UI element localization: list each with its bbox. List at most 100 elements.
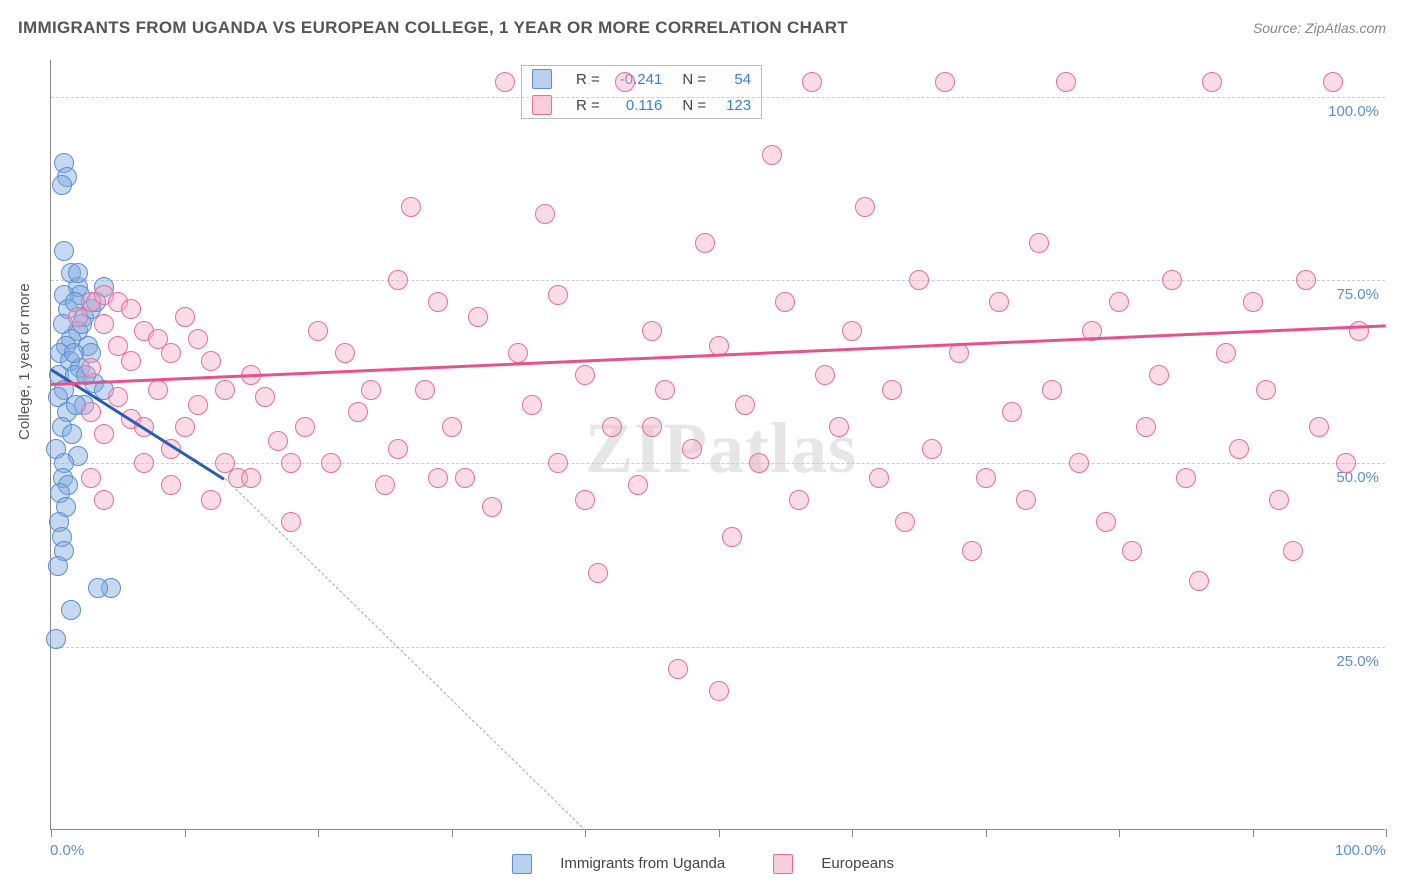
y-axis-title: College, 1 year or more	[16, 283, 33, 440]
chart-title: IMMIGRANTS FROM UGANDA VS EUROPEAN COLLE…	[18, 18, 848, 38]
data-point	[548, 285, 568, 305]
legend-label: Europeans	[821, 855, 894, 872]
data-point	[48, 556, 68, 576]
data-point	[789, 490, 809, 510]
data-point	[1243, 292, 1263, 312]
data-point	[188, 395, 208, 415]
data-point	[1176, 468, 1196, 488]
data-point	[989, 292, 1009, 312]
data-point	[1256, 380, 1276, 400]
data-point	[1189, 571, 1209, 591]
legend-row: R =-0.241N =54	[522, 66, 761, 92]
data-point	[909, 270, 929, 290]
data-point	[375, 475, 395, 495]
data-point	[482, 497, 502, 517]
data-point	[535, 204, 555, 224]
scatter-plot-area: ZIPatlas R =-0.241N =54R =0.116N =123 25…	[50, 60, 1385, 830]
x-tick	[719, 829, 720, 837]
data-point	[188, 329, 208, 349]
data-point	[255, 387, 275, 407]
legend-swatch	[512, 854, 532, 874]
data-point	[94, 314, 114, 334]
data-point	[415, 380, 435, 400]
correlation-legend: R =-0.241N =54R =0.116N =123	[521, 65, 762, 119]
trend-line	[224, 478, 585, 831]
y-tick-label: 75.0%	[1336, 286, 1379, 303]
data-point	[962, 541, 982, 561]
data-point	[161, 475, 181, 495]
data-point	[815, 365, 835, 385]
data-point	[62, 424, 82, 444]
data-point	[94, 424, 114, 444]
data-point	[455, 468, 475, 488]
data-point	[1309, 417, 1329, 437]
data-point	[922, 439, 942, 459]
data-point	[442, 417, 462, 437]
data-point	[175, 307, 195, 327]
data-point	[522, 395, 542, 415]
data-point	[175, 417, 195, 437]
data-point	[1136, 417, 1156, 437]
y-tick-label: 100.0%	[1328, 103, 1379, 120]
data-point	[308, 321, 328, 341]
x-tick	[1253, 829, 1254, 837]
legend-label: Immigrants from Uganda	[560, 855, 725, 872]
legend-swatch	[532, 95, 552, 115]
data-point	[161, 343, 181, 363]
data-point	[268, 431, 288, 451]
data-point	[668, 659, 688, 679]
x-tick	[185, 829, 186, 837]
data-point	[1122, 541, 1142, 561]
data-point	[495, 72, 515, 92]
data-point	[722, 527, 742, 547]
legend-n-label: N =	[672, 66, 716, 92]
data-point	[388, 270, 408, 290]
data-point	[241, 468, 261, 488]
x-tick	[51, 829, 52, 837]
data-point	[1216, 343, 1236, 363]
data-point	[1056, 72, 1076, 92]
data-point	[1283, 541, 1303, 561]
data-point	[1109, 292, 1129, 312]
x-tick	[986, 829, 987, 837]
legend-swatch	[532, 69, 552, 89]
data-point	[1269, 490, 1289, 510]
data-point	[281, 512, 301, 532]
data-point	[1069, 453, 1089, 473]
x-tick-label: 100.0%	[1335, 842, 1386, 859]
data-point	[68, 263, 88, 283]
data-point	[695, 233, 715, 253]
data-point	[655, 380, 675, 400]
data-point	[869, 468, 889, 488]
data-point	[628, 475, 648, 495]
data-point	[1016, 490, 1036, 510]
data-point	[201, 490, 221, 510]
x-tick	[1386, 829, 1387, 837]
data-point	[361, 380, 381, 400]
data-point	[54, 241, 74, 261]
data-point	[335, 343, 355, 363]
data-point	[575, 490, 595, 510]
data-point	[121, 299, 141, 319]
data-point	[615, 72, 635, 92]
data-point	[1096, 512, 1116, 532]
data-point	[508, 343, 528, 363]
data-point	[428, 468, 448, 488]
gridline	[51, 647, 1385, 648]
legend-r-label: R =	[566, 66, 610, 92]
legend-item: Europeans	[761, 855, 906, 872]
data-point	[642, 417, 662, 437]
data-point	[1296, 270, 1316, 290]
data-point	[148, 380, 168, 400]
data-point	[642, 321, 662, 341]
data-point	[682, 439, 702, 459]
data-point	[281, 453, 301, 473]
data-point	[1029, 233, 1049, 253]
data-point	[1202, 72, 1222, 92]
data-point	[976, 468, 996, 488]
x-tick-label: 0.0%	[50, 842, 84, 859]
data-point	[88, 578, 108, 598]
data-point	[81, 468, 101, 488]
data-point	[52, 175, 72, 195]
data-point	[215, 380, 235, 400]
